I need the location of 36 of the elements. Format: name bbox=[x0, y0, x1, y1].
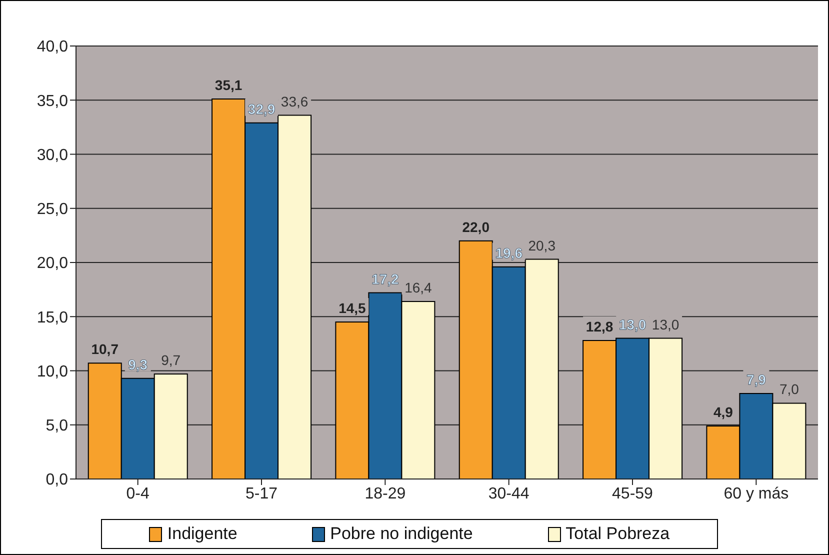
y-tick-label: 10,0 bbox=[36, 363, 68, 380]
data-label: 16,4 bbox=[404, 279, 432, 296]
data-label: 33,6 bbox=[280, 93, 308, 110]
legend-label: Pobre no indigente bbox=[329, 524, 473, 544]
legend-label: Indigente bbox=[166, 524, 238, 544]
y-tick-label: 20,0 bbox=[36, 255, 68, 272]
y-tick-label: 15,0 bbox=[36, 309, 68, 326]
y-tick-label: 30,0 bbox=[36, 146, 68, 164]
legend-label: Total Pobreza bbox=[564, 524, 670, 544]
data-label: 7,9 bbox=[746, 371, 766, 388]
data-label: 19,6 bbox=[495, 244, 523, 261]
data-label: 35,1 bbox=[214, 77, 242, 94]
data-label: 7,0 bbox=[779, 381, 800, 398]
y-tick-label: 5,0 bbox=[46, 418, 68, 435]
data-label: 9,3 bbox=[128, 356, 148, 372]
y-tick-label: 0,0 bbox=[46, 472, 68, 489]
data-label: 4,9 bbox=[713, 404, 734, 420]
data-label: 22,0 bbox=[462, 218, 490, 235]
data-label: 13,0 bbox=[652, 316, 680, 332]
data-label: 14,5 bbox=[338, 300, 366, 316]
y-tick-label: 35,0 bbox=[36, 92, 68, 110]
y-tick-label: 25,0 bbox=[36, 201, 68, 218]
x-tick-label: 5-17 bbox=[245, 485, 278, 502]
x-tick-label: 0-4 bbox=[126, 485, 150, 502]
x-tick-label: 18-29 bbox=[364, 485, 406, 502]
data-label: 17,2 bbox=[372, 270, 400, 287]
data-label: 10,7 bbox=[91, 341, 119, 358]
data-label: 9,7 bbox=[161, 352, 181, 368]
x-tick-label: 30-44 bbox=[488, 485, 530, 502]
data-label: 20,3 bbox=[528, 237, 556, 254]
x-tick-label: 60 y más bbox=[724, 485, 789, 502]
y-tick-label: 40,0 bbox=[36, 38, 68, 56]
data-label: 32,9 bbox=[248, 100, 276, 117]
data-label: 12,8 bbox=[586, 318, 614, 334]
data-label: 13,0 bbox=[618, 316, 646, 332]
x-tick-label: 45-59 bbox=[612, 485, 654, 502]
